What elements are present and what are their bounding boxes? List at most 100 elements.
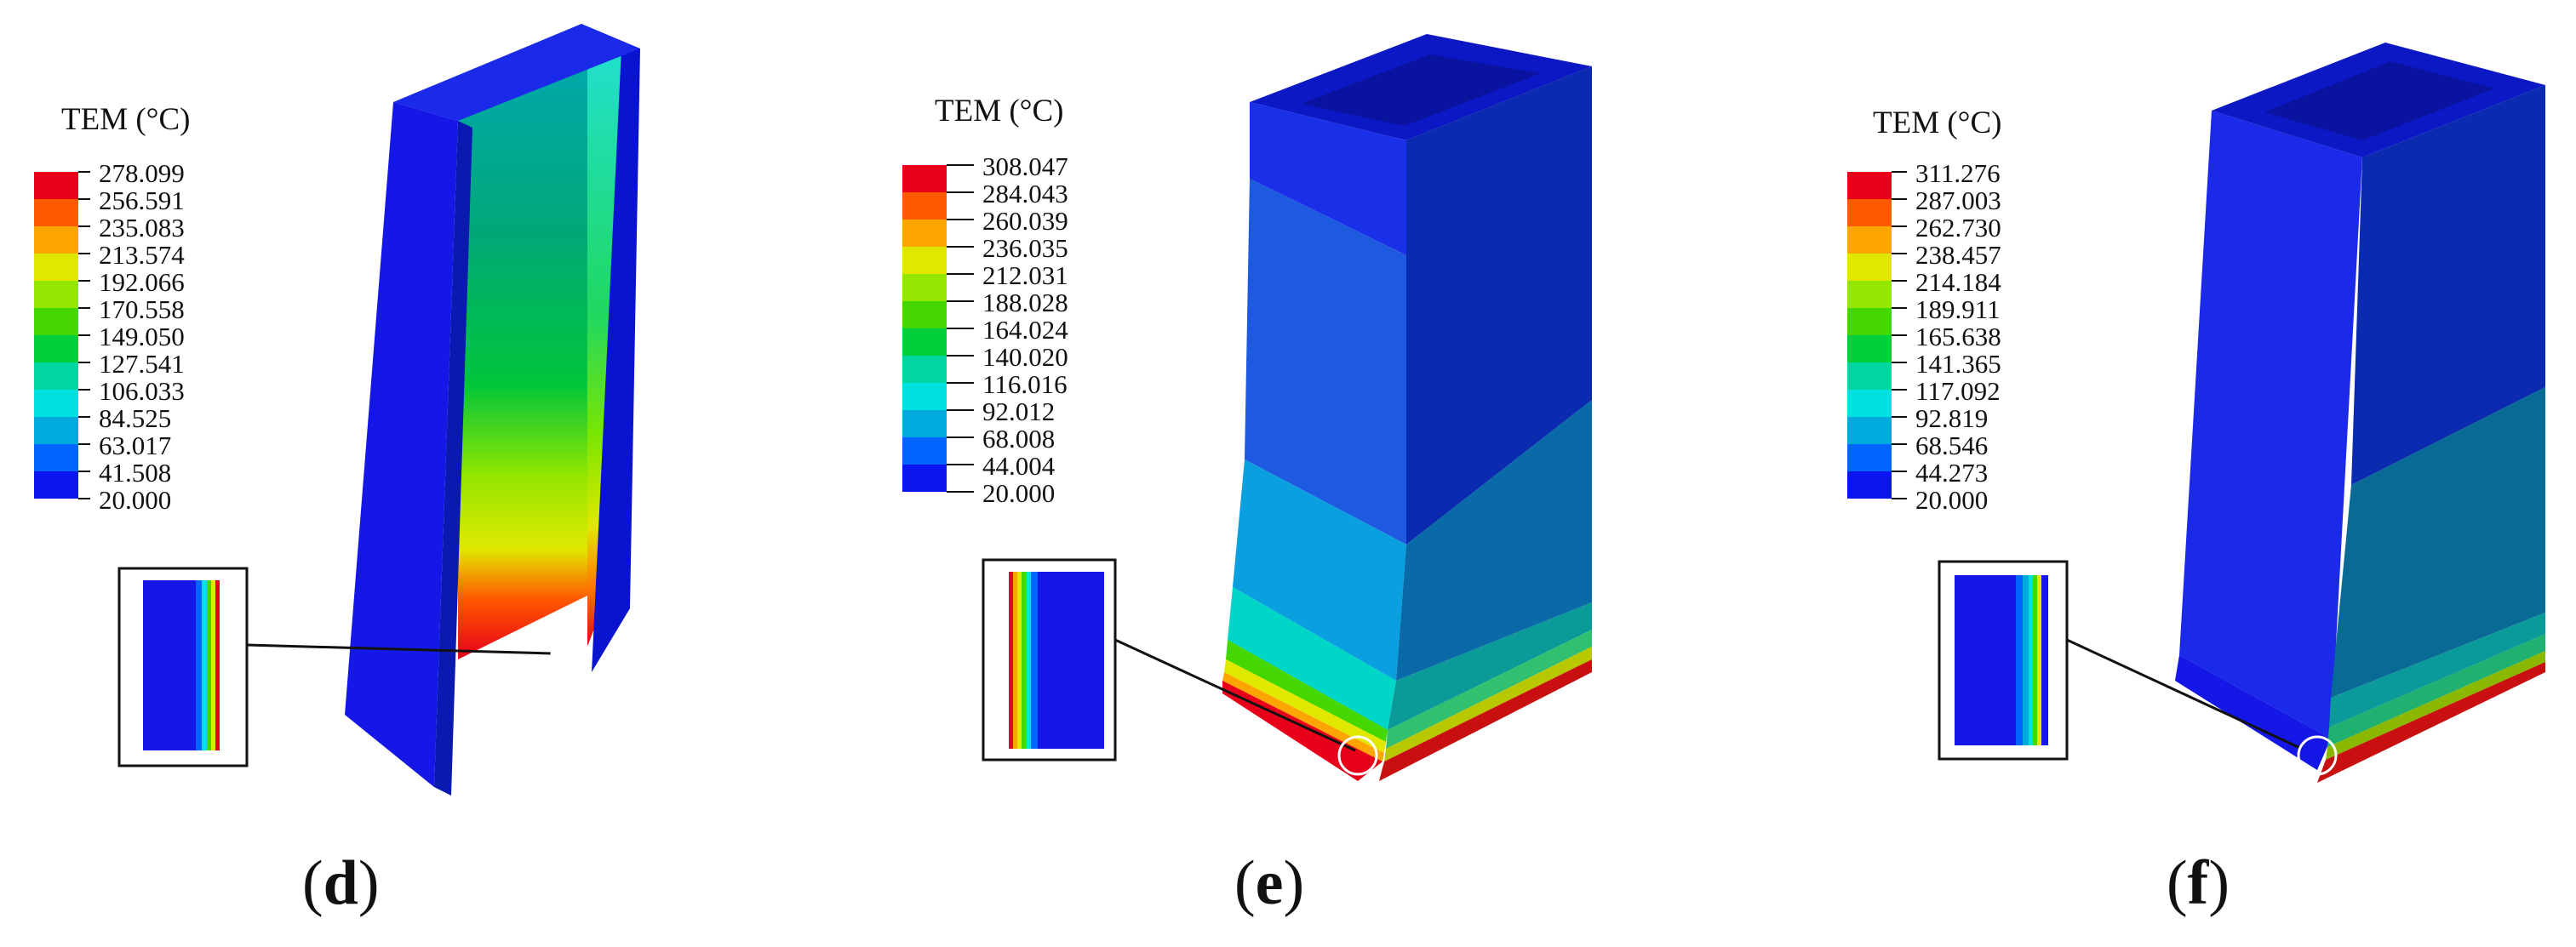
legend-swatches-f (1847, 171, 1907, 499)
legend-title-f: TEM (°C) (1873, 106, 2001, 140)
side-band (2351, 85, 2545, 485)
legend-swatch (1847, 254, 1892, 281)
front-flange-edge-d (434, 121, 472, 796)
caption-f: (f) (2167, 848, 2230, 918)
front-flange-d (345, 102, 458, 787)
legend-label: 20.000 (982, 478, 1055, 508)
legend-swatch (1847, 471, 1892, 499)
legend-label: 235.083 (99, 213, 185, 242)
legend-label: 170.558 (99, 294, 185, 324)
top-rim-d (393, 24, 640, 121)
legend-swatch (1847, 172, 1892, 199)
legend-swatch (902, 301, 947, 328)
legend-swatch (1847, 417, 1892, 444)
leader-line-d (246, 643, 552, 655)
inset-band (2033, 575, 2037, 745)
legend-label: 238.457 (1915, 240, 2001, 270)
legend-label: 20.000 (1915, 485, 1988, 515)
legend-labels-e: 308.047 284.043 260.039 236.035 212.031 … (982, 151, 1068, 508)
legend-swatch (1847, 199, 1892, 226)
legend-label: 256.591 (99, 185, 185, 215)
legend-swatch (34, 308, 78, 335)
legend-swatch (902, 356, 947, 383)
front-band (1233, 459, 1406, 681)
legend-swatch (902, 465, 947, 492)
legend-labels-f: 311.276 287.003 262.730 238.457 214.184 … (1915, 158, 2001, 515)
legend-label: 41.508 (99, 458, 171, 488)
legend-label: 214.184 (1915, 267, 2001, 297)
legend-swatch (902, 192, 947, 220)
inset-band (2037, 575, 2041, 745)
legend-title-e: TEM (°C) (935, 94, 1063, 128)
legend-swatch (34, 254, 78, 281)
zoom-circle-d (550, 635, 591, 676)
inset-band (1009, 572, 1013, 749)
legend-label: 212.031 (982, 260, 1068, 290)
side-band (2329, 613, 2545, 727)
legend-label: 84.525 (99, 403, 171, 433)
model-d (117, 24, 640, 796)
legend-swatch (34, 199, 78, 226)
inset-band (2023, 575, 2029, 745)
legend-label: 262.730 (1915, 213, 2001, 242)
legend-e: TEM (°C) 308.047 284.043 260.039 236.035… (902, 94, 1068, 508)
legend-label: 68.008 (982, 424, 1055, 454)
caption-letter-f: f (2188, 848, 2210, 918)
legend-label: 149.050 (99, 322, 185, 351)
inset-band (1026, 572, 1031, 749)
legend-label: 106.033 (99, 376, 185, 406)
legend-swatch (1847, 308, 1892, 335)
legend-label: 308.047 (982, 151, 1068, 181)
legend-swatch (902, 383, 947, 410)
side-band (1386, 630, 1592, 749)
legend-label: 287.003 (1915, 185, 2001, 215)
panel-e: TEM (°C) 308.047 284.043 260.039 236.035… (902, 34, 1592, 918)
legend-swatch (1847, 226, 1892, 254)
legend-label: 92.819 (1915, 403, 1988, 433)
front-band (1250, 102, 1406, 255)
legend-swatch (1847, 335, 1892, 362)
legend-label: 20.000 (99, 485, 171, 515)
legend-swatch (34, 471, 78, 499)
inset-band (1013, 572, 1017, 749)
front-band (1224, 659, 1386, 753)
zoom-circle-e (1337, 735, 1378, 776)
legend-swatches-d (34, 171, 90, 499)
panel-d: TEM (°C) 278.099 256.591 235.083 213.574… (34, 24, 640, 918)
legend-label: 140.020 (982, 342, 1068, 372)
inset-band (211, 580, 215, 750)
front-band (1226, 640, 1388, 742)
legend-label: 284.043 (982, 179, 1068, 208)
side-band (1396, 400, 1592, 681)
legend-label: 236.035 (982, 233, 1068, 263)
inner-face-back-d (458, 48, 587, 659)
leader-line-f (2066, 638, 2303, 750)
front-face-lower-f (2175, 655, 2331, 770)
legend-swatch (1847, 390, 1892, 417)
legend-swatch (902, 437, 947, 465)
front-band (1222, 672, 1384, 762)
legend-label: 213.574 (99, 240, 185, 270)
legend-swatch (34, 281, 78, 308)
legend-label: 311.276 (1915, 158, 2001, 188)
inset-band (207, 580, 211, 750)
side-band (2331, 387, 2545, 698)
legend-labels-d: 278.099 256.591 235.083 213.574 192.066 … (99, 158, 185, 515)
legend-swatch (902, 165, 947, 192)
legend-label: 117.092 (1915, 376, 2001, 406)
legend-swatch (1847, 444, 1892, 471)
legend-label: 165.638 (1915, 322, 2001, 351)
legend-swatch (902, 328, 947, 356)
legend-label: 164.024 (982, 315, 1068, 345)
legend-f: TEM (°C) 311.276 287.003 262.730 238.457… (1847, 106, 2001, 515)
legend-label: 63.017 (99, 431, 171, 460)
caption-letter-d: d (323, 848, 358, 918)
legend-swatch (34, 444, 78, 471)
inset-band (1031, 572, 1038, 749)
legend-label: 44.273 (1915, 458, 1988, 488)
legend-label: 188.028 (982, 288, 1068, 317)
zoom-circle-f (2297, 735, 2338, 776)
legend-label: 141.365 (1915, 349, 2001, 379)
legend-swatch (1847, 281, 1892, 308)
